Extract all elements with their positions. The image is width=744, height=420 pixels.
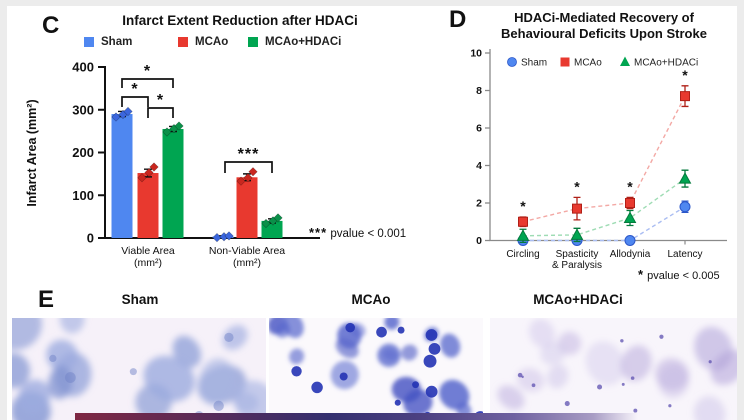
- histology-label-mcao: MCAo: [351, 292, 391, 307]
- series-mcao+hdaci: [162, 121, 283, 238]
- svg-text:*: *: [131, 81, 138, 98]
- panel-c-footnote: *** pvalue < 0.001: [309, 225, 406, 240]
- series-sham: [111, 106, 234, 243]
- legend-label: Sham: [101, 36, 133, 48]
- svg-text:Non-Viable Area: Non-Viable Area: [209, 245, 285, 257]
- svg-text:MCAo: MCAo: [574, 58, 602, 69]
- plot-area: 0 100 200 300 400 Infarct Area (mm²) Viable Ar…: [25, 60, 320, 269]
- significance-star: *: [682, 67, 688, 83]
- significance-bracket: *: [147, 92, 174, 118]
- cell-blobs: [12, 318, 266, 420]
- svg-text:(mm²): (mm²): [134, 257, 162, 269]
- line-chart-behavioural-deficits: 0 2 4 6 8 10 Circling Spasticity& Paralysis Allo…: [470, 48, 727, 271]
- significance-bracket: *: [121, 81, 149, 107]
- histology-label-hdaci: MCAo+HDACi: [533, 292, 623, 307]
- svg-text:300: 300: [72, 102, 94, 117]
- svg-text:8: 8: [476, 85, 482, 97]
- histology-image-sham: [12, 318, 266, 420]
- svg-text:2: 2: [476, 198, 482, 210]
- panel-c-label: C: [42, 12, 60, 39]
- histology-image-mcao: [269, 318, 483, 420]
- svg-text:MCAo+HDACi: MCAo+HDACi: [634, 58, 698, 69]
- histology-label-sham: Sham: [121, 292, 159, 307]
- series-mcao: [137, 162, 258, 238]
- panel-c-legend: Sham MCAo MCAo+HDACi: [0, 36, 460, 52]
- svg-text:0: 0: [476, 235, 482, 247]
- panel-c-title: Infarct Extent Reduction after HDACi: [122, 13, 358, 28]
- significance-bracket: *: [121, 63, 174, 88]
- svg-text:*: *: [144, 63, 151, 80]
- significance-bracket: ***: [224, 146, 273, 173]
- significance-star: *: [520, 198, 526, 214]
- panel-d-title-line1: HDACi-Mediated Recovery of: [514, 10, 694, 25]
- svg-text:Sham: Sham: [521, 58, 547, 69]
- panel-d-title-line2: Behavioural Deficits Upon Stroke: [501, 25, 707, 41]
- legend-item-sham: Sham: [84, 36, 132, 48]
- panel-d-title: HDACi-Mediated Recovery of Behavioural D…: [470, 10, 738, 42]
- mcao-swatch-icon: [178, 37, 188, 47]
- legend-item-mcao: MCAo: [178, 36, 228, 48]
- bottom-cropped-image-strip: [75, 413, 638, 420]
- bar-chart-infarct-area: 0 100 200 300 400 Infarct Area (mm²) Viable Ar…: [25, 60, 320, 269]
- panel-d-legend: Sham MCAo MCAo+HDACi: [507, 56, 698, 69]
- cell-blobs: [497, 318, 737, 420]
- svg-text:4: 4: [476, 160, 482, 172]
- panel-e-label: E: [38, 286, 55, 313]
- svg-text:100: 100: [72, 188, 94, 203]
- svg-text:Spasticity: Spasticity: [556, 249, 599, 260]
- legend-label: MCAo: [195, 36, 229, 48]
- footnote-text: pvalue < 0.005: [647, 270, 720, 282]
- svg-text:10: 10: [470, 48, 482, 60]
- panel-d-label: D: [449, 6, 467, 33]
- series-sham: [517, 200, 691, 246]
- footnote-text: pvalue < 0.001: [330, 228, 407, 240]
- svg-text:400: 400: [72, 60, 94, 75]
- footnote-stars: ***: [309, 225, 328, 240]
- panel-d-footnote: * pvalue < 0.005: [638, 267, 720, 282]
- legend-label: MCAo+HDACi: [265, 36, 342, 48]
- svg-text:6: 6: [476, 123, 482, 135]
- sham-swatch-icon: [84, 37, 94, 47]
- histology-image-hdaci: [490, 318, 737, 420]
- plot-area: 0 2 4 6 8 10 Circling Spasticity& Paralysis Allo…: [470, 48, 727, 271]
- svg-text:Circling: Circling: [506, 249, 539, 260]
- series-mcao+hdaci: [516, 169, 692, 244]
- svg-text:0: 0: [87, 231, 94, 246]
- svg-text:200: 200: [72, 145, 94, 160]
- significance-star: *: [627, 178, 633, 194]
- svg-text:Allodynia: Allodynia: [610, 249, 651, 260]
- svg-text:Infarct Area (mm²): Infarct Area (mm²): [25, 99, 39, 206]
- significance-star: *: [574, 178, 580, 194]
- svg-text:***: ***: [238, 146, 260, 163]
- svg-text:& Paralysis: & Paralysis: [552, 260, 602, 271]
- hdaci-swatch-icon: [248, 37, 258, 47]
- svg-text:Viable Area: Viable Area: [121, 245, 175, 257]
- svg-text:Latency: Latency: [667, 249, 702, 260]
- svg-text:(mm²): (mm²): [233, 257, 261, 269]
- svg-text:*: *: [157, 92, 164, 109]
- footnote-stars: *: [638, 267, 645, 282]
- series-mcao: [518, 85, 690, 228]
- legend-item-hdaci: MCAo+HDACi: [248, 36, 341, 48]
